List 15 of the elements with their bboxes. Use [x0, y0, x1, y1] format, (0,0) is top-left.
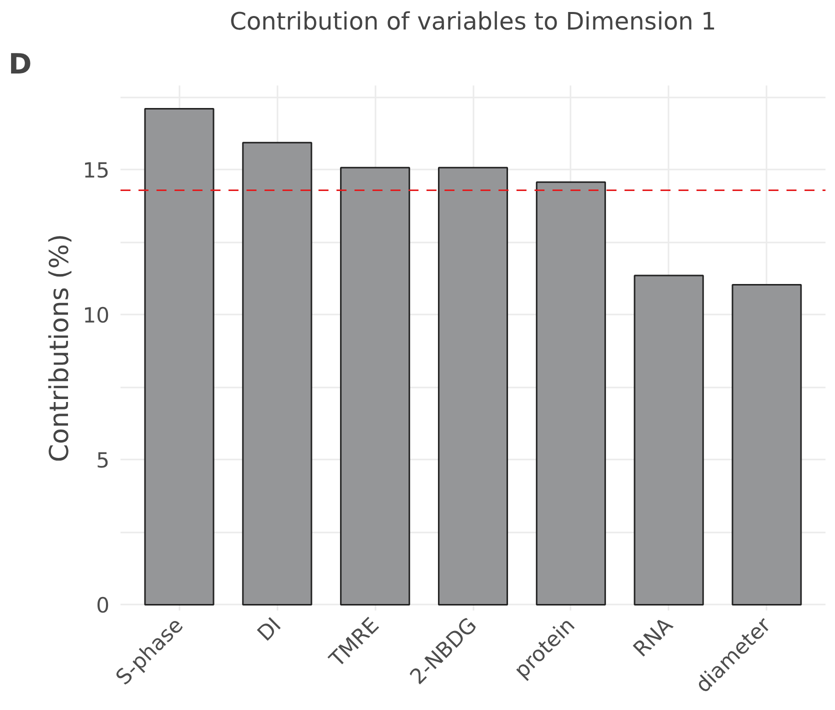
bar [438, 166, 508, 606]
bar [242, 142, 312, 606]
bar [340, 166, 410, 606]
y-tick-label: 10 [82, 304, 110, 328]
y-tick-label: 15 [82, 158, 110, 183]
bar [732, 284, 802, 606]
bar [144, 108, 214, 606]
text: D [8, 48, 32, 80]
bar [536, 181, 606, 606]
y-axis-title: Contributions (%) [44, 234, 75, 462]
chart-title: Contribution of variables to Dimension 1 [230, 8, 716, 36]
y-tick-label: 5 [96, 448, 110, 473]
y-tick-label: 0 [96, 594, 110, 618]
x-tick-label: DI [252, 613, 286, 646]
bar [634, 274, 704, 606]
